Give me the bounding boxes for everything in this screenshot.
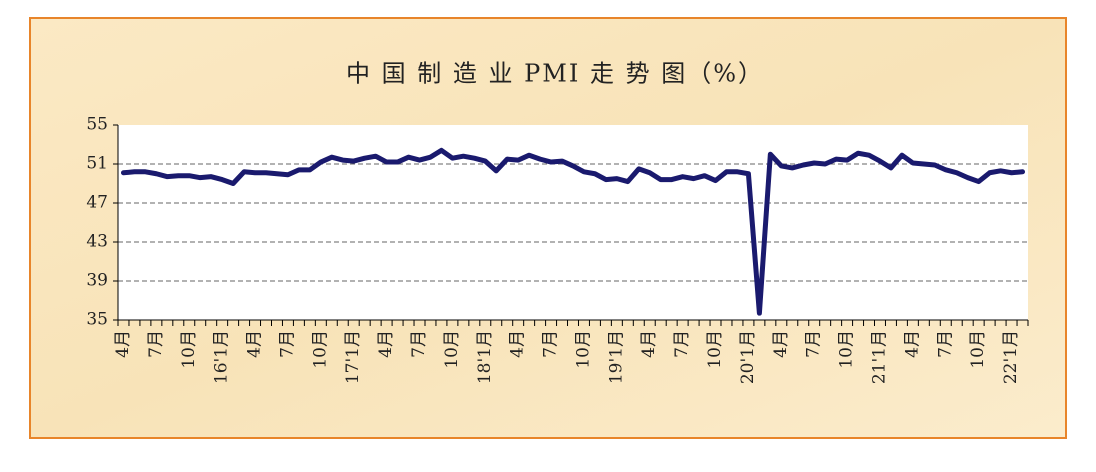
x-tick-label: 7月 — [935, 330, 955, 358]
x-tick-label: 16'1月 — [212, 330, 232, 384]
x-tick-label: 7月 — [804, 330, 824, 358]
x-tick-label: 4月 — [113, 330, 133, 358]
x-tick-label: 18'1月 — [475, 330, 495, 384]
chart-title: 中 国 制 造 业 PMI 走 势 图（%） — [346, 60, 764, 88]
x-tick-label: 7月 — [277, 330, 297, 358]
x-tick-label: 10月 — [968, 330, 988, 369]
x-tick-label: 10月 — [705, 330, 725, 369]
line-series — [120, 147, 1026, 316]
x-tick-label: 4月 — [771, 330, 791, 358]
x-tick-label: 10月 — [179, 330, 199, 369]
x-tick-label: 10月 — [573, 330, 593, 369]
x-tick-label: 4月 — [508, 330, 528, 358]
y-tick-label: 39 — [86, 271, 108, 291]
x-tick-label: 7月 — [409, 330, 429, 358]
x-tick-label: 4月 — [376, 330, 396, 358]
x-tick-label: 21'1月 — [869, 330, 889, 384]
x-tick-label: 7月 — [672, 330, 692, 358]
x-tick-label: 10月 — [310, 330, 330, 369]
x-tick-label: 4月 — [245, 330, 265, 358]
plot-area — [118, 125, 1028, 320]
x-tick-label: 22'1月 — [1001, 330, 1021, 384]
y-tick-label: 35 — [86, 310, 108, 330]
x-tick-label: 4月 — [639, 330, 659, 358]
x-tick-label: 10月 — [442, 330, 462, 369]
x-tick-label: 20'1月 — [738, 330, 758, 384]
x-tick-label: 7月 — [541, 330, 561, 358]
y-tick-label: 43 — [86, 232, 108, 252]
x-tick-label: 10月 — [837, 330, 857, 369]
x-tick-label: 19'1月 — [606, 330, 626, 384]
x-tick-label: 4月 — [902, 330, 922, 358]
y-tick-label: 51 — [86, 154, 108, 174]
x-tick-label: 7月 — [146, 330, 166, 358]
y-tick-label: 47 — [86, 193, 108, 213]
y-tick-label: 55 — [86, 115, 108, 135]
x-tick-label: 17'1月 — [343, 330, 363, 384]
